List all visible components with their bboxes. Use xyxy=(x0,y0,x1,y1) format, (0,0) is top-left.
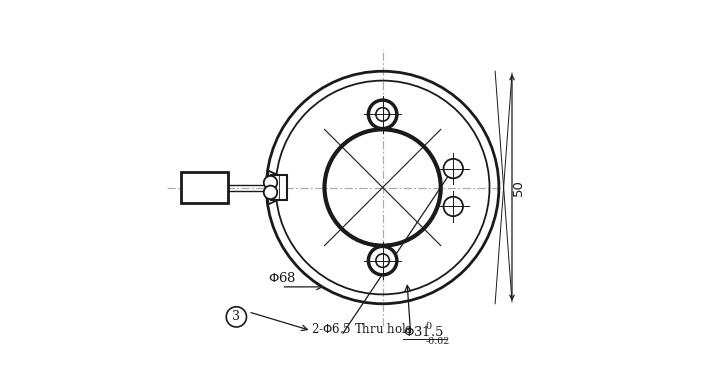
Circle shape xyxy=(369,100,397,129)
Text: 3: 3 xyxy=(233,310,240,323)
Circle shape xyxy=(444,196,463,216)
Circle shape xyxy=(369,246,397,275)
Text: $\Phi$31.5: $\Phi$31.5 xyxy=(403,326,444,339)
Text: $\Phi$68: $\Phi$68 xyxy=(268,271,296,285)
Bar xyxy=(182,172,228,203)
Text: -0.02: -0.02 xyxy=(425,338,450,346)
Text: 0: 0 xyxy=(425,322,432,331)
Bar xyxy=(271,175,287,200)
Text: 2-$\Phi$6.5 Thru hole: 2-$\Phi$6.5 Thru hole xyxy=(311,322,413,336)
Circle shape xyxy=(444,159,463,178)
Text: 50: 50 xyxy=(512,179,525,196)
Circle shape xyxy=(264,176,277,189)
Circle shape xyxy=(376,108,389,121)
Circle shape xyxy=(264,186,277,199)
Circle shape xyxy=(376,254,389,267)
